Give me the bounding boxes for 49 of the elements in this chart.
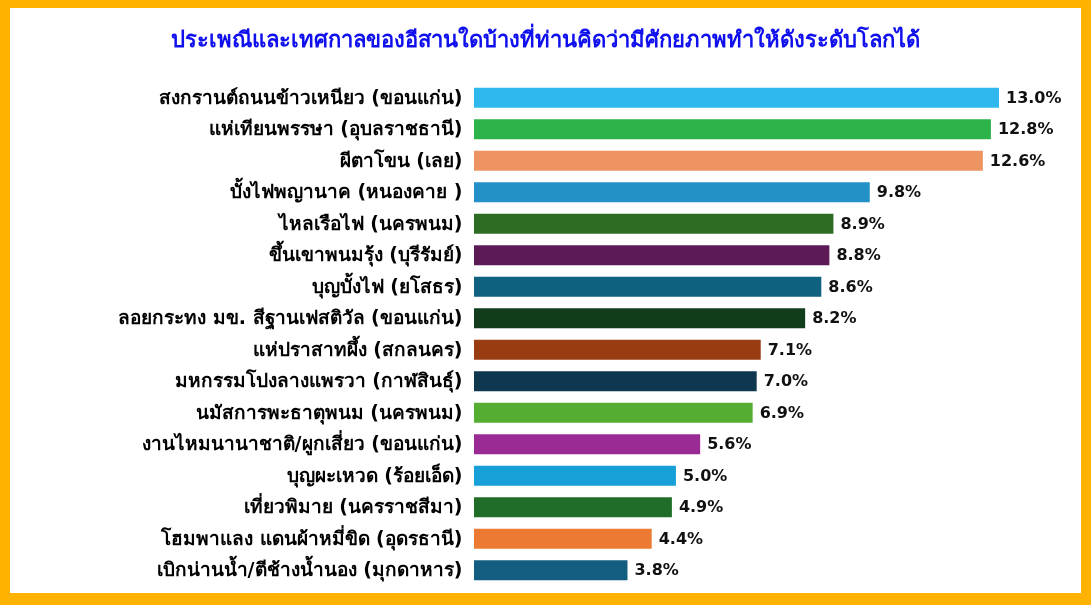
bar	[474, 150, 983, 171]
bar	[474, 87, 999, 108]
chart-title: ประเพณีและเทศกาลของอีสานใดบ้างที่ท่านคิดว่ามีศักยภาพทำให้ดังระดับโลกได้	[170, 22, 921, 54]
y-tick-label: บั้งไฟพญานาค (หนองคาย )	[229, 177, 463, 204]
bar	[474, 308, 806, 329]
data-label: 7.1%	[767, 339, 813, 359]
bar	[474, 276, 822, 297]
bar	[474, 560, 628, 581]
data-label: 5.6%	[707, 434, 752, 454]
y-tick-label: สงกรานต์ถนนข้าวเหนียว (ขอนแก่น)	[158, 85, 463, 108]
y-tick-label: ลอยกระทง มข. สีฐานเฟสติวัล (ขอนแก่น)	[118, 306, 463, 332]
y-tick-label: เบิกน่านน้ำ/ตีช้างน้ำนอง (มุกดาหาร)	[156, 555, 463, 583]
y-tick-label: บุญผะเหวด (ร้อยเอ็ด)	[286, 462, 463, 488]
bar	[474, 497, 672, 518]
y-tick-label: ขึ้นเขาพนมรุ้ง (บุรีรัมย์)	[268, 240, 463, 268]
y-tick-label: บุญบั้งไฟ (ยโสธร)	[311, 271, 463, 299]
bar	[474, 213, 834, 234]
bar	[474, 528, 652, 549]
y-tick-label: ไหลเรือไฟ (นครพนม)	[276, 211, 463, 234]
data-label: 8.8%	[836, 245, 881, 265]
y-tick-label: แห่เทียนพรรษา (อุบลราชธานี)	[208, 117, 463, 142]
data-label: 4.4%	[658, 528, 704, 548]
bar	[474, 119, 991, 140]
y-tick-label: ผีตาโขน (เลย)	[339, 148, 463, 171]
bar	[474, 371, 757, 392]
bar	[474, 465, 676, 486]
y-tick-label: โฮมพาแลง แดนผ้าหมี่ขิด (อุดรธานี)	[159, 524, 463, 551]
data-label: 8.2%	[812, 308, 857, 328]
data-label: 12.8%	[997, 119, 1054, 139]
y-tick-label: นมัสการพะธาตุพนม (นครพนม)	[195, 400, 463, 425]
bar	[474, 402, 753, 423]
data-label: 9.8%	[876, 182, 922, 202]
y-tick-label: เที่ยวพิมาย (นครราชสีมา)	[243, 493, 463, 518]
bar	[474, 434, 701, 455]
data-label: 7.0%	[763, 371, 809, 391]
data-label: 12.6%	[989, 150, 1046, 170]
y-tick-label: มหกรรมโปงลางแพรวา (กาฬสินธุ์)	[174, 369, 463, 394]
bar	[474, 182, 870, 203]
data-label: 8.9%	[840, 213, 885, 233]
y-tick-label: งานไหมนานาชาติ/ผูกเสี่ยว (ขอนแก่น)	[141, 430, 463, 457]
data-label: 3.8%	[634, 560, 679, 580]
data-label: 13.0%	[1006, 87, 1062, 107]
y-tick-label: แห่ปราสาทผึ้ง (สกลนคร)	[252, 334, 463, 360]
bar	[474, 245, 830, 266]
data-label: 4.9%	[678, 497, 724, 517]
data-label: 6.9%	[759, 402, 805, 422]
bar	[474, 339, 761, 360]
data-label: 5.0%	[682, 465, 728, 485]
data-label: 8.6%	[828, 276, 873, 296]
